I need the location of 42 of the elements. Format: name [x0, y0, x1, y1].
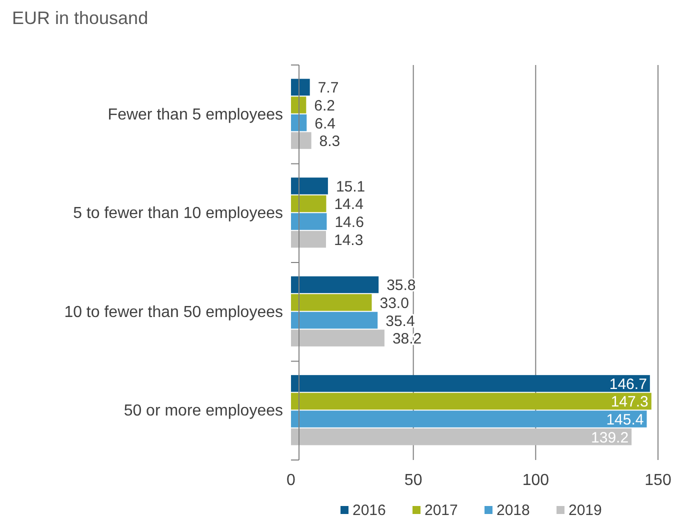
- data-label: 7.7: [318, 80, 339, 97]
- bar: [291, 410, 647, 428]
- bar: [291, 78, 310, 96]
- data-label: 6.4: [314, 115, 336, 132]
- data-label: 139.2: [591, 429, 629, 446]
- text: EUR in thousand: [12, 8, 148, 28]
- data-label: 15.1: [336, 178, 366, 196]
- bar: [291, 96, 306, 114]
- bar: [291, 132, 312, 149]
- data-label: 147.3: [610, 394, 648, 411]
- bar: [291, 195, 326, 212]
- bar: [291, 375, 650, 392]
- bar: [291, 114, 307, 132]
- bar: [291, 230, 326, 248]
- data-label: 145.4: [606, 412, 644, 429]
- legend-label: 2016: [352, 502, 386, 519]
- data-label: 146.7: [609, 376, 647, 393]
- bar: [291, 330, 384, 346]
- bar: [291, 392, 652, 410]
- x-tick-label: 100: [522, 472, 550, 489]
- data-label: 6.2: [314, 97, 336, 114]
- y-tick-label: 10 to fewer than 50 employees: [64, 304, 283, 321]
- bar: [291, 213, 327, 230]
- bar: [291, 312, 378, 329]
- data-label: 14.6: [334, 214, 364, 232]
- y-tick-label: 5 to fewer than 10 employees: [73, 205, 283, 222]
- y-tick-label: 50 or more employees: [124, 402, 283, 420]
- data-label: 33.0: [380, 294, 409, 312]
- x-tick-label: 50: [404, 472, 422, 489]
- legend-label: 2017: [424, 502, 458, 519]
- bar: [291, 294, 372, 311]
- data-label: 14.3: [334, 232, 364, 249]
- data-label: 8.3: [319, 133, 340, 150]
- bar: [291, 428, 632, 446]
- bar: [291, 276, 379, 294]
- x-tick-label: 0: [286, 472, 296, 489]
- legend-label: 2018: [496, 502, 530, 519]
- data-label: 14.4: [334, 196, 364, 214]
- legend-label: 2019: [568, 502, 602, 519]
- y-tick-label: Fewer than 5 employees: [108, 106, 283, 124]
- bar: [291, 178, 328, 194]
- x-tick-label: 150: [644, 472, 672, 489]
